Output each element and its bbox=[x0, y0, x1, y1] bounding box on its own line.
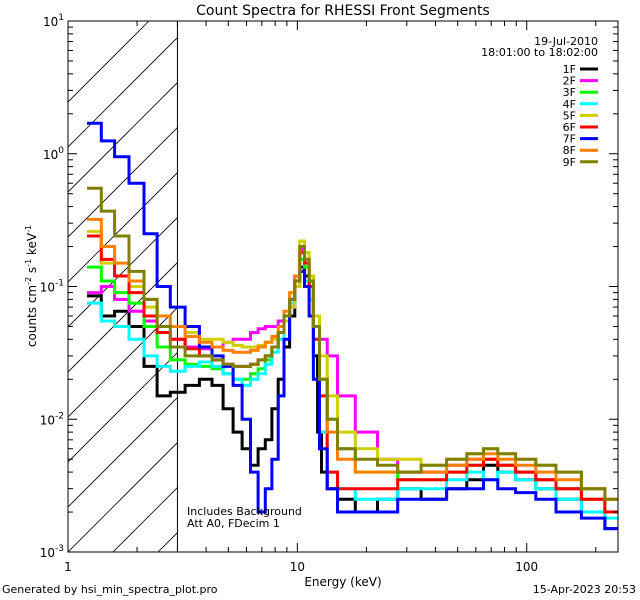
hatch-line bbox=[68, 82, 178, 193]
y-tick-label: 10-3 bbox=[40, 544, 64, 560]
hatch-line bbox=[68, 442, 178, 552]
y-tick-label: 100 bbox=[43, 146, 64, 162]
hatch-line bbox=[68, 262, 178, 373]
legend-label-8F: 8F bbox=[563, 144, 576, 157]
chart-title: Count Spectra for RHESSI Front Segments bbox=[196, 3, 490, 19]
legend-label-1F: 1F bbox=[563, 63, 576, 76]
series-3F bbox=[87, 257, 618, 514]
y-label-end: keV bbox=[25, 232, 39, 259]
hatch-line bbox=[68, 397, 178, 508]
y-label-base: counts cm bbox=[25, 285, 39, 347]
annotation-attenuator: Att A0, FDecim 1 bbox=[187, 517, 280, 530]
x-axis-label: Energy (keV) bbox=[304, 575, 381, 589]
legend-label-6F: 6F bbox=[563, 121, 576, 134]
y-tick-label: 10-2 bbox=[40, 411, 64, 427]
y-label-mid: s bbox=[25, 267, 39, 277]
legend-label-7F: 7F bbox=[563, 133, 576, 146]
y-label-exp2: -1 bbox=[24, 259, 33, 267]
x-tick-label: 100 bbox=[515, 560, 538, 574]
legend-time-range: 18:01:00 to 18:02:00 bbox=[481, 46, 598, 59]
annotation-background: Includes Background bbox=[187, 505, 302, 518]
series-9F bbox=[87, 186, 618, 501]
axes: 1 10 100 10-3 10-2 10-1 100 101 bbox=[40, 13, 618, 574]
legend-label-4F: 4F bbox=[563, 98, 576, 111]
legend: 19-Jul-2010 18:01:00 to 18:02:00 1F2F3F4… bbox=[481, 35, 598, 169]
x-tick-label: 1 bbox=[64, 560, 72, 574]
legend-label-2F: 2F bbox=[563, 75, 576, 88]
y-tick-label: 10-1 bbox=[40, 279, 64, 295]
y-axis-label: counts cm-2 s-1 keV-1 bbox=[24, 225, 39, 347]
timestamp-label: 15-Apr-2023 20:53 bbox=[532, 583, 636, 596]
y-label-exp3: -1 bbox=[24, 225, 33, 233]
y-label-exp1: -2 bbox=[24, 277, 33, 285]
series-layer bbox=[87, 121, 618, 531]
legend-date: 19-Jul-2010 bbox=[534, 35, 598, 48]
x-tick-label: 10 bbox=[290, 560, 305, 574]
generated-by-label: Generated by hsi_min_spectra_plot.pro bbox=[2, 583, 218, 596]
legend-label-9F: 9F bbox=[563, 156, 576, 169]
hatch-line bbox=[68, 37, 178, 148]
legend-label-5F: 5F bbox=[563, 109, 576, 122]
legend-label-3F: 3F bbox=[563, 86, 576, 99]
y-tick-label: 101 bbox=[43, 13, 64, 29]
